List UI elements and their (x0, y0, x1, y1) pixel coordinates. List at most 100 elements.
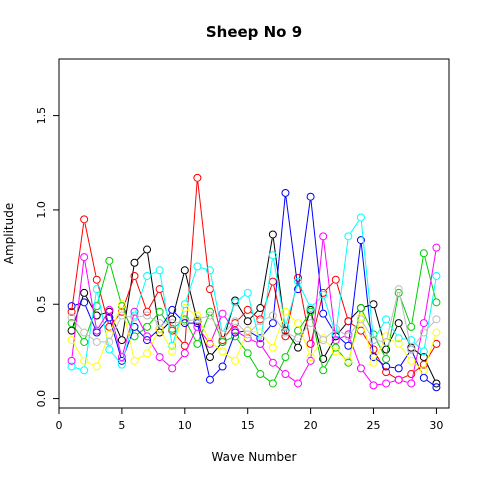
data-point (117, 336, 126, 345)
data-point (419, 319, 428, 328)
series-line-segment (387, 322, 397, 336)
data-point (331, 324, 340, 333)
data-point (394, 285, 403, 294)
series-line-segment (424, 336, 436, 367)
series-line-segment (73, 320, 82, 330)
series-line-segment (338, 353, 346, 359)
series-line-segment (71, 223, 85, 308)
data-point (117, 353, 126, 362)
series-line-segment (249, 356, 259, 371)
data-point (419, 347, 428, 356)
series-line-segment (135, 279, 147, 309)
series-line-segment (285, 196, 299, 286)
data-point (407, 379, 416, 388)
data-point (294, 319, 303, 328)
data-point (281, 370, 290, 379)
series-line-segment (201, 316, 207, 319)
series-line-segment (299, 314, 309, 328)
data-point (419, 249, 428, 258)
data-point (319, 309, 328, 318)
data-point (67, 319, 76, 328)
data-point (67, 302, 76, 311)
data-point (168, 305, 177, 314)
y-tick-label: 0.0 (35, 390, 48, 408)
series-line-segment (224, 323, 233, 332)
data-point (143, 336, 152, 345)
data-point (407, 356, 416, 365)
data-point (218, 330, 227, 339)
data-point (382, 345, 391, 354)
x-axis: 0 5 10 15 20 25 30 (56, 408, 443, 432)
plot-frame (58, 58, 450, 409)
series-line-segment (402, 338, 408, 340)
data-point (331, 347, 340, 356)
data-point (382, 368, 391, 377)
data-point (80, 366, 89, 375)
series-line-segment (250, 311, 258, 318)
data-point (356, 304, 365, 313)
data-point (319, 354, 328, 363)
data-point (205, 375, 214, 384)
series-line-segment (138, 315, 144, 318)
series-line-segment (149, 331, 158, 338)
data-point (394, 375, 403, 384)
data-point (432, 328, 441, 337)
data-point (268, 358, 277, 367)
series-line-segment (236, 303, 247, 319)
data-point (80, 215, 89, 224)
data-point (419, 373, 428, 382)
series-line-segment (262, 335, 271, 345)
data-point (193, 315, 202, 324)
series-line-segment (238, 294, 245, 301)
series-line-segment (389, 366, 395, 369)
chart-title: Sheep No 9 (206, 23, 302, 41)
series-line-segment (75, 303, 81, 306)
data-point (143, 349, 152, 358)
series-line-segment (400, 352, 410, 366)
data-point (67, 356, 76, 365)
series-line-segment (310, 200, 324, 310)
series-line-segment (312, 341, 322, 355)
data-point (256, 328, 265, 337)
series-line-segment (210, 292, 223, 337)
series-line-segment (122, 319, 134, 361)
data-point (180, 317, 189, 326)
series-line-segment (310, 315, 323, 367)
series-line-segment (360, 221, 374, 337)
series-8 (67, 285, 441, 354)
data-point (143, 307, 152, 316)
data-point (319, 336, 328, 345)
data-point (92, 285, 101, 294)
series-line-segment (348, 321, 361, 358)
series-line-segment (274, 360, 285, 381)
series-line-segment (272, 196, 286, 320)
data-point (344, 341, 353, 350)
series-line-segment (325, 331, 334, 338)
series-line-segment (339, 335, 345, 339)
data-point (231, 356, 240, 365)
data-point (382, 354, 391, 363)
data-point (180, 300, 189, 309)
series-line-segment (338, 330, 346, 335)
y-axis-label: Amplitude (2, 203, 16, 265)
data-point (155, 307, 164, 316)
series-line-segment (336, 283, 348, 318)
series-line-segment (248, 296, 260, 341)
data-point (193, 311, 202, 320)
data-point (407, 345, 416, 354)
data-point (143, 332, 152, 341)
series-line-segment (238, 332, 245, 337)
series-line-segment (111, 352, 120, 362)
data-point (319, 366, 328, 375)
data-point (306, 319, 315, 328)
data-point (130, 322, 139, 331)
data-point (432, 379, 441, 388)
data-point (306, 339, 315, 348)
series-line-segment (147, 253, 160, 329)
data-point (193, 262, 202, 271)
data-point (369, 336, 378, 345)
series-line-segment (137, 354, 144, 360)
data-point (67, 336, 76, 345)
data-point (193, 322, 202, 331)
data-point (231, 317, 240, 326)
